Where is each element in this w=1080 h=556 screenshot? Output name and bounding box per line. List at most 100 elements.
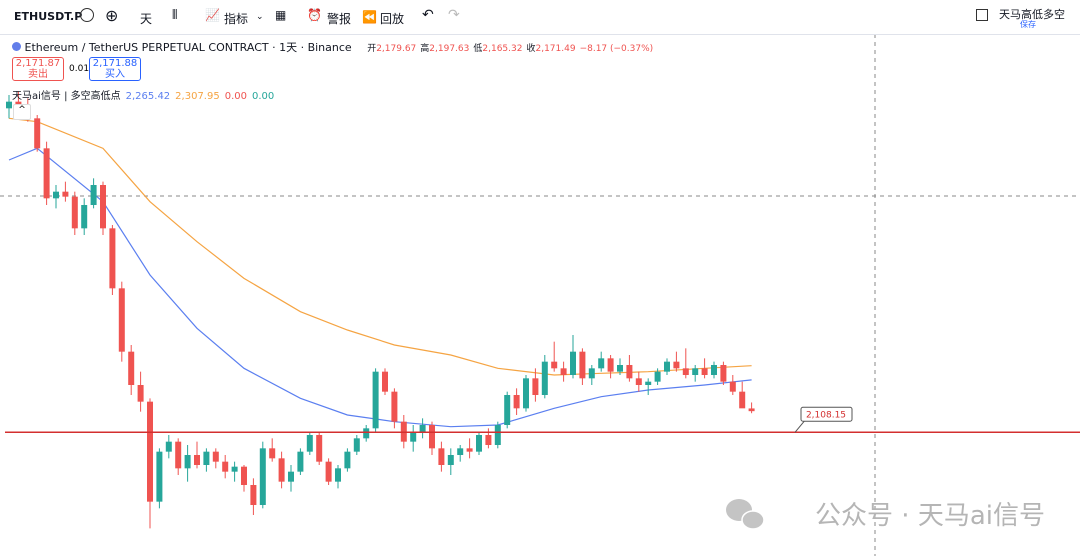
candle-body	[532, 378, 539, 395]
sell-label: 卖出	[28, 69, 48, 80]
candle-body	[701, 368, 708, 375]
candle-body	[212, 451, 219, 462]
candle-body	[43, 148, 50, 199]
candle-body	[222, 461, 229, 472]
toolbar: ETHUSDT.P ⊕ 天 ⫴ 📈 指标 ⌄ ▦ ⏰ 警报 ⏪ 回放 ↶ ↷ 天…	[0, 0, 1080, 35]
candle-body	[654, 371, 661, 382]
layout-name[interactable]: 天马高低多空	[999, 8, 1065, 21]
candle-body	[720, 365, 727, 382]
watermark: 公众号 · 天马ai信号	[815, 501, 1045, 531]
ohlc-value: 2,165.32	[482, 44, 523, 54]
chart-type-icon[interactable]: ⫴	[172, 8, 178, 23]
replay-icon[interactable]: ⏪	[362, 10, 377, 24]
candle-body	[128, 351, 135, 385]
candle-body	[598, 358, 605, 369]
candle-body	[419, 425, 426, 432]
save[interactable]: 保存	[1020, 20, 1036, 29]
candle-body	[485, 435, 492, 445]
candle-body	[372, 371, 379, 429]
candle-body	[494, 425, 501, 445]
buy-label: 买入	[105, 69, 125, 80]
candle-body	[316, 435, 323, 462]
candle-body	[682, 368, 689, 375]
undo[interactable]: ↶	[422, 7, 434, 23]
candle-body	[748, 408, 755, 412]
ohlc: 开2,179.67 高2,197.63 低2,165.32 收2,171.49 −8.1…	[363, 44, 653, 54]
dropdown[interactable]: ⌄	[256, 12, 264, 22]
candle-body	[53, 191, 59, 199]
candle-body	[551, 361, 558, 369]
compare-icon[interactable]	[80, 8, 94, 22]
ohlc-value: 2,197.63	[429, 44, 470, 54]
alert-icon[interactable]: ⏰	[307, 8, 322, 22]
indicator-legend: 天马ai信号 | 多空高低点 2,265.42 2,307.95 0.00 0.00	[12, 87, 274, 102]
candle-body	[259, 448, 266, 505]
candle-body	[335, 468, 341, 482]
ohlc-label: 收	[526, 44, 536, 54]
candle-body	[297, 451, 304, 472]
candle-body	[34, 118, 41, 149]
redo[interactable]: ↷	[448, 7, 460, 23]
candle-body	[353, 438, 360, 452]
moving-average-line	[8, 117, 752, 376]
ohlc-label: 高	[420, 44, 430, 54]
candle-body	[241, 466, 247, 485]
indicator-value: 0.00	[251, 91, 275, 102]
alerts[interactable]: 警报	[327, 12, 352, 26]
candle-body	[513, 395, 520, 409]
candle-body	[570, 351, 576, 375]
candle-body	[429, 425, 435, 449]
candle-body	[137, 385, 144, 402]
candle-body	[607, 358, 614, 372]
collapse-button[interactable]: ^	[13, 104, 31, 120]
candle-body	[118, 288, 125, 352]
candle-body	[617, 365, 623, 372]
candle-body	[288, 471, 294, 482]
legend-title: Ethereum / TetherUS PERPETUAL CONTRACT ·…	[24, 41, 352, 54]
candle-body	[466, 448, 473, 452]
wechat-icon	[726, 499, 765, 530]
candle-body	[100, 185, 106, 229]
moving-average-line	[8, 147, 752, 428]
price-label-box	[800, 406, 853, 422]
candle-body	[231, 466, 238, 472]
candle-body	[523, 378, 529, 409]
candle-body	[626, 365, 633, 379]
sell-button[interactable]: 2,171.87 卖出	[12, 57, 64, 81]
indicator-values: 2,265.42 2,307.95 0.00 0.00	[121, 91, 275, 102]
layout-checkbox[interactable]	[976, 9, 988, 21]
interval[interactable]: 天	[140, 12, 153, 26]
ohlc-value: 2,179.67	[376, 44, 417, 54]
candle-body	[438, 448, 445, 465]
indicators[interactable]: 指标	[224, 12, 249, 26]
candle-body	[645, 381, 652, 385]
candle-body	[635, 378, 642, 385]
add-icon[interactable]: ⊕	[105, 6, 119, 25]
templates-icon[interactable]: ▦	[275, 8, 287, 22]
candle-body	[541, 361, 548, 395]
ohlc-value: 2,171.49	[535, 44, 576, 54]
candle-body	[147, 401, 153, 502]
candle-body	[664, 361, 670, 372]
price-label: 2,108.15	[806, 410, 846, 420]
candle-body	[184, 455, 191, 469]
quantity[interactable]: 0.01	[69, 64, 90, 74]
candle-body	[250, 485, 257, 505]
symbol[interactable]: ETHUSDT.P	[14, 10, 83, 23]
candle-body	[194, 455, 200, 465]
change: −8.17 (−0.37%)	[579, 44, 654, 54]
candle-body	[306, 435, 313, 452]
candle-body	[560, 368, 567, 375]
candle-body	[692, 368, 699, 375]
buy-button[interactable]: 2,171.88 买入	[89, 57, 141, 81]
replay[interactable]: 回放	[380, 12, 405, 26]
candle-body	[457, 448, 464, 455]
indicator-value: 2,265.42	[125, 91, 171, 102]
ohlc-label: 开	[367, 44, 377, 54]
candle-body	[711, 365, 717, 375]
candle-body	[729, 381, 736, 392]
candle-body	[579, 351, 586, 379]
indicators-icon[interactable]: 📈	[205, 8, 220, 22]
candle-body	[278, 458, 285, 482]
